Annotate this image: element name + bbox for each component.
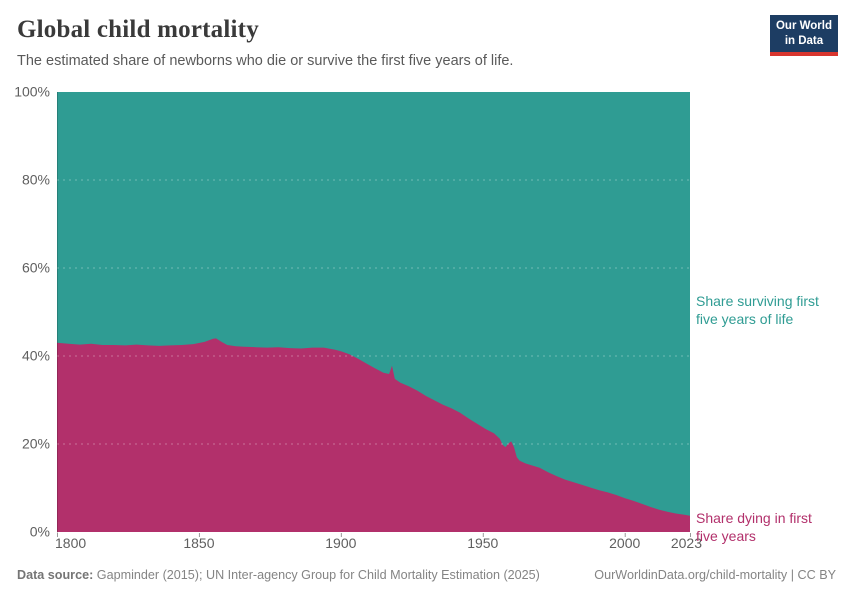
- y-tick-label: 40%: [22, 348, 50, 364]
- chart-subtitle: The estimated share of newborns who die …: [17, 53, 514, 69]
- series-label-dying-line1: Share dying in first: [696, 510, 812, 526]
- owid-logo-line2: in Data: [784, 34, 824, 47]
- page-title: Global child mortality: [17, 16, 259, 43]
- y-tick-label: 100%: [14, 85, 50, 100]
- x-tick-label: 2023: [671, 535, 702, 551]
- data-source-text: Gapminder (2015); UN Inter-agency Group …: [93, 568, 540, 582]
- series-label-surviving: Share surviving first five years of life: [696, 292, 836, 328]
- x-tick-label: 1850: [183, 535, 214, 551]
- x-tick-label: 1950: [467, 535, 498, 551]
- chart-footer: Data source: Gapminder (2015); UN Inter-…: [17, 567, 836, 584]
- x-tick-label: 1900: [325, 535, 356, 551]
- owid-url-license[interactable]: OurWorldinData.org/child-mortality | CC …: [594, 568, 836, 582]
- x-tick-label: 2000: [609, 535, 640, 551]
- y-tick-label: 80%: [22, 172, 50, 188]
- x-tick-label: 1800: [55, 535, 86, 551]
- owid-logo-line1: Our World: [775, 20, 832, 32]
- owid-logo: Our World in Data: [769, 15, 838, 56]
- stacked-area-chart: 0% 20% 40% 60% 80% 100% 1800 1850 1900 1950 2000 20…: [14, 85, 702, 551]
- series-label-dying: Share dying in first five years: [696, 509, 836, 545]
- area-dying: [57, 338, 690, 532]
- y-tick-label: 20%: [22, 436, 50, 452]
- data-source-label: Data source:: [17, 568, 94, 582]
- y-tick-label: 60%: [22, 260, 50, 276]
- data-source-note: Data source: Gapminder (2015); UN Inter-…: [17, 567, 540, 584]
- series-label-surviving-line2: five years of life: [696, 311, 794, 327]
- y-tick-label: 0%: [30, 524, 50, 540]
- series-label-dying-line2: five years: [696, 528, 756, 544]
- series-label-surviving-line1: Share surviving first: [696, 293, 819, 309]
